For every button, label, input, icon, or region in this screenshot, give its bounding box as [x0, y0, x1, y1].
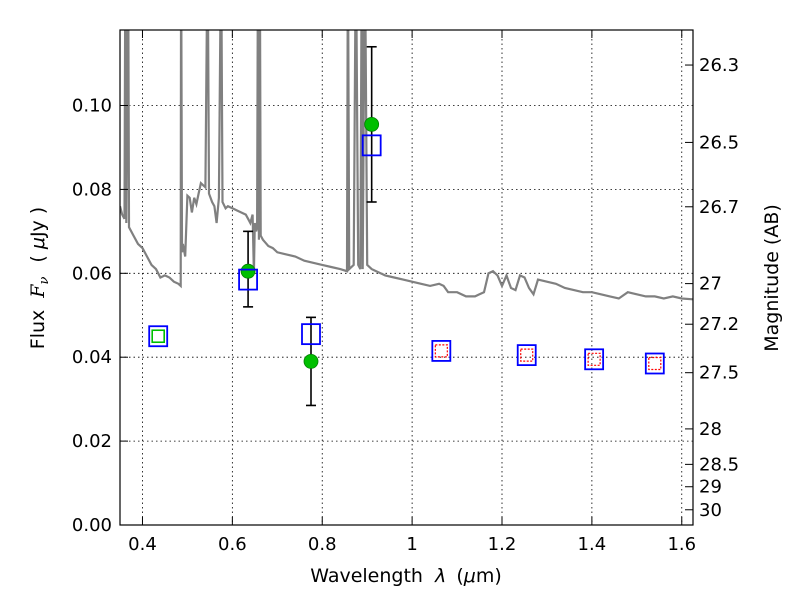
- y-tick-label: 0.08: [72, 179, 112, 200]
- x-axis-label-units-rest: m): [476, 565, 502, 587]
- y-axis-label-units-rest: Jy: [27, 220, 49, 238]
- model-band-marker: [584, 348, 605, 371]
- x-tick-label: 0.8: [308, 534, 337, 555]
- nir-band-marker: [520, 348, 534, 362]
- y2-tick-label: 29: [699, 477, 722, 498]
- model-band-marker: [431, 340, 452, 362]
- x-axis-label-symbol: λ: [434, 565, 446, 587]
- model-band-marker: [516, 344, 537, 367]
- x-tick-label: 1.6: [667, 534, 696, 555]
- model-band-marker: [644, 352, 665, 375]
- model-band-marker: [361, 134, 382, 157]
- x-axis-label-units-open: (: [456, 565, 463, 587]
- y-tick-label: 0.10: [72, 96, 112, 117]
- axes: 0.4 0.6 0.8 1 1.2 1.4 1.6 0.00 0.02 0.04 0.06 0.08 0…: [72, 30, 739, 555]
- y-axis-label-prefix: Flux: [27, 310, 49, 350]
- y2-tick-label: 26.3: [699, 55, 739, 76]
- y-tick-label: 0.04: [72, 347, 112, 368]
- plot-frame: [119, 29, 694, 526]
- y2-tick-label: 26.5: [699, 132, 739, 153]
- x-tick-label: 1.2: [488, 534, 517, 555]
- plot-background: [120, 30, 693, 525]
- y2-tick-label: 26.7: [699, 197, 739, 218]
- y2-tick-label: 27.2: [699, 314, 739, 335]
- observed-point: [364, 116, 380, 132]
- y2-tick-label: 30: [699, 500, 722, 521]
- observed-point: [240, 263, 256, 279]
- model-band-marker: [238, 268, 258, 291]
- x-tick-label: 1: [406, 534, 417, 555]
- model-band-marker: [301, 323, 321, 346]
- y-tick-label: 0.06: [72, 263, 112, 284]
- y2-tick-label: 28: [699, 419, 722, 440]
- observed-point: [151, 329, 165, 344]
- model-spectrum-line: [120, 30, 693, 301]
- nir-band-marker: [434, 344, 448, 358]
- data-layer: [120, 30, 693, 407]
- x-tick-label: 0.6: [218, 534, 247, 555]
- y-axis-label-mu: μ: [27, 237, 49, 250]
- y2-tick-label: 27: [699, 274, 722, 295]
- y-tick-label: 0.00: [72, 515, 112, 536]
- gridlines: [120, 30, 693, 526]
- x-tick-label: 0.4: [128, 534, 157, 555]
- x-axis-label: Wavelength λ (μm): [310, 565, 502, 587]
- y-axis-label-units-open: (: [27, 255, 49, 262]
- x-axis-label-prefix: Wavelength: [310, 565, 423, 587]
- y2-axis-label: Magnitude (AB): [761, 204, 783, 352]
- nir-band-marker: [648, 356, 662, 371]
- observed-point: [303, 353, 319, 369]
- y-axis-label-subscript: ν: [37, 277, 52, 285]
- y-axis-label-units-close: ): [27, 207, 49, 214]
- nir-band-marker: [587, 352, 601, 366]
- y-axis-label: Flux Fν ( μJy): [27, 207, 53, 349]
- y-tick-label: 0.02: [72, 431, 112, 452]
- y-axis-label-symbol: F: [27, 284, 49, 299]
- x-tick-label: 1.4: [578, 534, 607, 555]
- y2-tick-label: 27.5: [699, 363, 739, 384]
- y2-tick-label: 28.5: [699, 454, 739, 475]
- model-band-marker: [148, 325, 169, 348]
- x-axis-label-mu: μ: [463, 565, 476, 587]
